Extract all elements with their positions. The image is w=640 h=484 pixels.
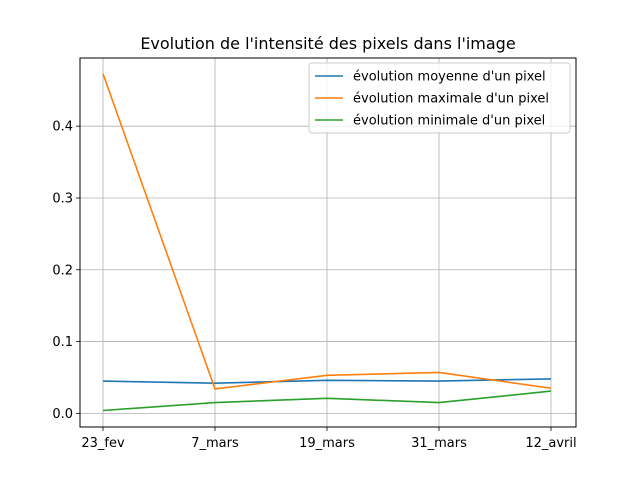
legend-label: évolution minimale d'un pixel bbox=[353, 114, 545, 129]
legend-label: évolution moyenne d'un pixel bbox=[353, 70, 546, 85]
x-tick-label: 31_mars bbox=[411, 436, 467, 451]
legend-label: évolution maximale d'un pixel bbox=[353, 92, 549, 107]
y-tick-label: 0.3 bbox=[52, 191, 73, 206]
y-tick-label: 0.2 bbox=[52, 263, 73, 278]
x-tick-label: 19_mars bbox=[299, 436, 355, 451]
chart-title: Evolution de l'intensité des pixels dans… bbox=[140, 34, 515, 53]
plot-frame bbox=[79, 57, 577, 428]
series-lines bbox=[102, 73, 552, 412]
y-tick-label: 0.0 bbox=[52, 407, 73, 422]
legend: évolution moyenne d'un pixel évolution ma… bbox=[308, 62, 571, 134]
x-tick-label: 12_avril bbox=[525, 436, 576, 451]
y-tick-label: 0.4 bbox=[52, 120, 73, 135]
x-axis: 23_fev 7_mars 19_mars 31_mars 12_avril bbox=[81, 427, 577, 451]
y-tick-label: 0.1 bbox=[52, 335, 73, 350]
y-axis: 0.0 0.1 0.2 0.3 0.4 bbox=[52, 120, 80, 422]
series-line-0 bbox=[102, 378, 552, 385]
x-tick-label: 23_fev bbox=[81, 436, 125, 451]
series-line-2 bbox=[102, 390, 552, 412]
series-line-1 bbox=[102, 73, 552, 390]
legend-box bbox=[308, 62, 571, 134]
x-tick-label: 7_mars bbox=[191, 436, 239, 451]
